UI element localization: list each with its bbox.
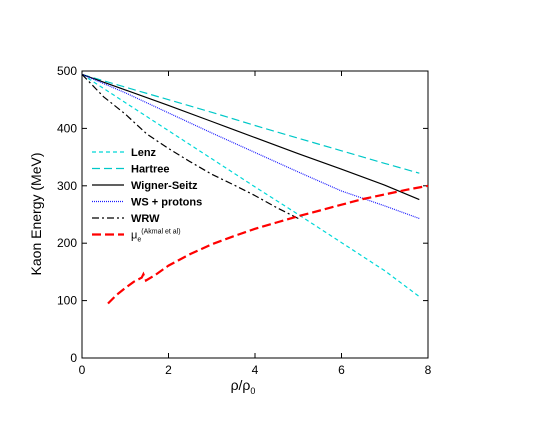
legend-label-5: μe(Akmal et al) [131, 229, 181, 244]
x-tick-label: 0 [79, 363, 86, 377]
legend-label-2: Wigner-Seitz [131, 180, 198, 192]
series-line-2 [81, 73, 420, 201]
legend: Lenz Hartree Wigner-Seitz WS + protons WRW μe… [92, 147, 202, 244]
x-axis-title: ρ/ρ0 [231, 377, 256, 396]
x-axis-title-main: ρ/ρ [231, 377, 251, 393]
y-tick-label: 400 [57, 121, 77, 135]
x-tick-label: 4 [252, 363, 259, 377]
series-line-0 [81, 73, 420, 298]
legend-label-4: WRW [131, 213, 160, 225]
series-line-3 [81, 73, 420, 220]
x-tick-label: 8 [425, 363, 432, 377]
y-tick-label: 100 [57, 294, 77, 308]
axis-ticks: 0 2 4 6 8 0 100 200 300 400 500 [57, 64, 432, 377]
legend-label-0: Lenz [131, 147, 157, 159]
y-axis-title: Kaon Energy (MeV) [28, 153, 44, 276]
y-tick-label: 500 [57, 64, 77, 78]
y-tick-label: 200 [57, 236, 77, 250]
x-tick-label: 6 [338, 363, 345, 377]
series-line-4 [81, 73, 299, 220]
series-layer [81, 73, 429, 305]
legend-label-3: WS + protons [131, 197, 202, 209]
x-tick-label: 2 [165, 363, 172, 377]
y-tick-label: 0 [70, 351, 77, 365]
x-axis-title-sub: 0 [250, 386, 255, 396]
y-tick-label: 300 [57, 179, 77, 193]
series-line-5 [107, 184, 429, 305]
series-line-1 [81, 73, 420, 174]
legend-label-1: Hartree [131, 164, 170, 176]
